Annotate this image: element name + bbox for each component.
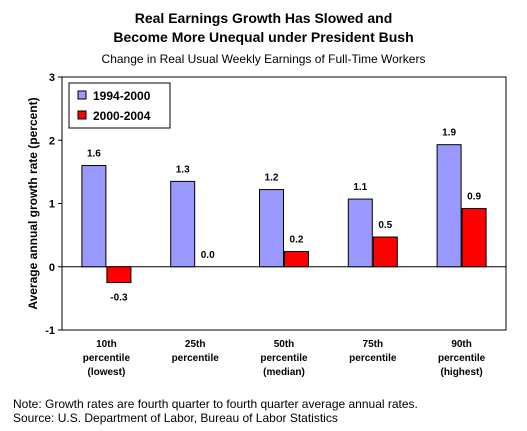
data-label: 1.6 <box>87 149 101 160</box>
bar-series2 <box>461 208 487 268</box>
note-text: Note: Growth rates are fourth quarter to… <box>13 397 418 411</box>
legend-swatch <box>77 90 87 100</box>
bar-series1 <box>81 165 107 268</box>
data-label: 0.5 <box>378 220 392 231</box>
category-label: (highest) <box>440 367 482 378</box>
bar-series1 <box>259 189 284 268</box>
bar-series1 <box>347 198 373 268</box>
data-label: 1.2 <box>265 173 279 184</box>
y-tick-label: 1 <box>49 199 55 211</box>
data-label: 0.9 <box>467 192 481 203</box>
bar-series2 <box>106 266 132 284</box>
category-label: 25th <box>185 339 206 350</box>
category-label: percentile <box>438 353 486 364</box>
category-label: percentile <box>172 353 220 364</box>
category-label: 75th <box>363 339 384 350</box>
category-label: 90th <box>451 339 472 350</box>
chart-title-line-1: Real Earnings Growth Has Slowed and <box>134 10 393 26</box>
bar-series1 <box>170 180 196 268</box>
data-label: 0.0 <box>201 250 215 261</box>
data-label: 1.9 <box>442 128 456 139</box>
bar-series2 <box>284 251 309 268</box>
data-label: 1.3 <box>176 164 190 175</box>
y-axis-title: Average annual growth rate (percent) <box>26 97 40 309</box>
category-label: (lowest) <box>88 367 126 378</box>
data-label: 1.1 <box>353 182 367 193</box>
category-label: percentile <box>349 353 397 364</box>
bar-series2 <box>372 236 398 268</box>
chart-subtitle: Change in Real Usual Weekly Earnings of … <box>101 52 426 66</box>
category-label: percentile <box>83 353 131 364</box>
chart-title-line-2: Become More Unequal under President Bush <box>113 29 414 45</box>
y-tick-label: 0 <box>49 262 55 274</box>
bar-series1 <box>436 144 462 268</box>
legend-swatch <box>77 110 87 120</box>
y-tick-label: 2 <box>49 135 55 147</box>
category-label: percentile <box>260 353 308 364</box>
category-label: (median) <box>263 367 305 378</box>
source-text: Source: U.S. Department of Labor, Bureau… <box>13 411 338 425</box>
category-label: 50th <box>274 339 295 350</box>
category-label: 10th <box>96 339 117 350</box>
legend-label: 2000-2004 <box>93 109 151 123</box>
legend-label: 1994-2000 <box>93 89 151 103</box>
y-tick-label: -1 <box>45 325 55 337</box>
data-label: 0.2 <box>290 235 304 246</box>
y-tick-label: 3 <box>49 72 55 84</box>
data-label: -0.3 <box>110 293 128 304</box>
